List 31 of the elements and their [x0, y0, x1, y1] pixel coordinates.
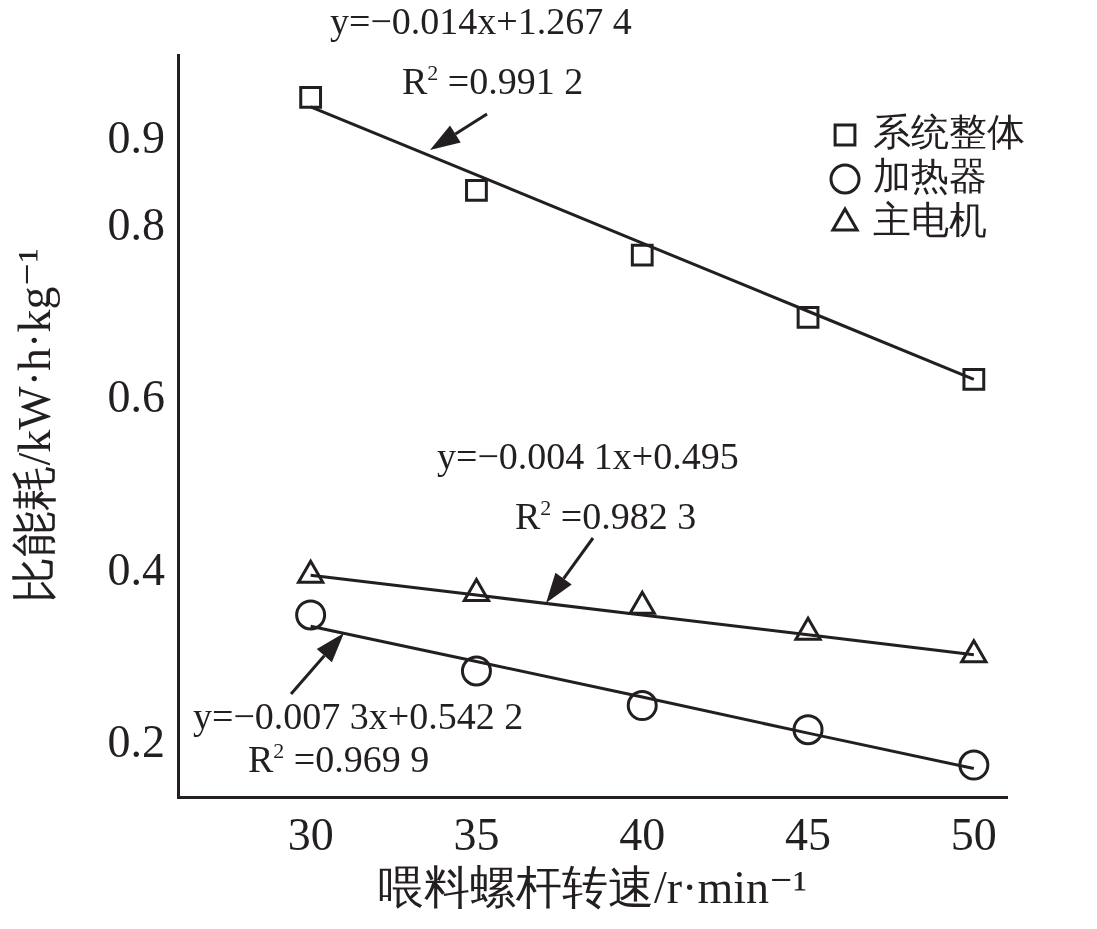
point	[630, 243, 654, 267]
point	[792, 714, 824, 746]
point	[295, 599, 327, 631]
y-tick-label: 0.8	[107, 198, 165, 250]
legend-label: 系统整体	[873, 110, 1025, 153]
point	[626, 690, 658, 722]
point	[958, 749, 990, 781]
y-tick-label: 0.4	[107, 543, 165, 595]
x-tick-label: 45	[785, 808, 832, 860]
annotation: R$^{2}$ =0.991 2	[402, 60, 584, 102]
y-axis-title: 比能耗/kW·h·kg⁻¹	[8, 248, 60, 604]
annotation: R$^{2}$ =0.982 3	[515, 495, 697, 537]
x-tick-label: 50	[950, 808, 997, 860]
x-tick-label: 30	[287, 808, 334, 860]
point	[299, 85, 323, 109]
y-tick-label: 0.6	[107, 371, 165, 423]
legend-label: 加热器	[873, 154, 987, 197]
y-tick-label: 0.9	[107, 112, 165, 164]
point	[465, 179, 488, 202]
annotation: y=−0.004 1x+0.495	[437, 435, 739, 477]
point	[796, 305, 820, 329]
legend-label: 主电机	[873, 198, 987, 241]
x-tick-label: 35	[453, 808, 500, 860]
point	[460, 655, 492, 687]
annotation: y=−0.007 3x+0.542 2	[193, 695, 524, 737]
annotation: R$^{2}$ =0.969 9	[248, 738, 430, 780]
text: y=−0.014x+1.267 4	[330, 0, 632, 42]
x-tick-label: 40	[619, 808, 666, 860]
point	[962, 368, 986, 391]
x-axis-title: 喂料螺杆转速/r·min⁻¹	[377, 862, 808, 914]
y-tick-label: 0.2	[107, 716, 165, 768]
